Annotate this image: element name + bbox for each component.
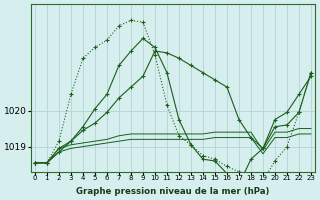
X-axis label: Graphe pression niveau de la mer (hPa): Graphe pression niveau de la mer (hPa)	[76, 187, 270, 196]
